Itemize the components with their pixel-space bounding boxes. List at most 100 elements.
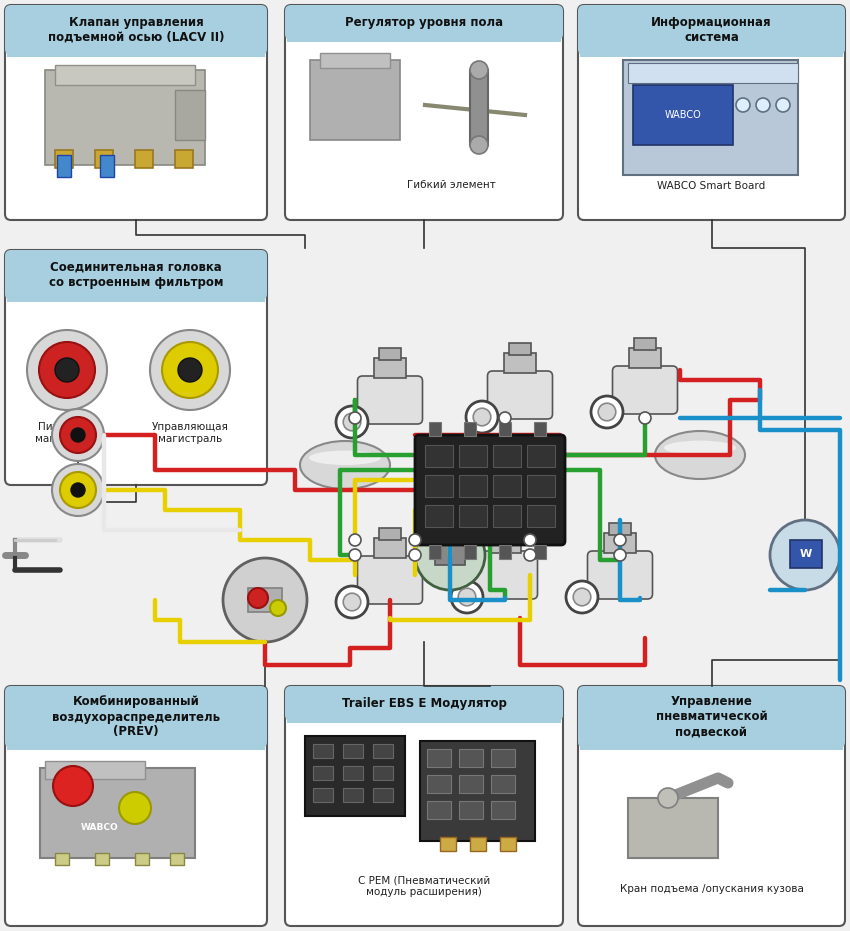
FancyBboxPatch shape bbox=[613, 366, 677, 414]
Bar bbox=[320, 53, 390, 68]
Circle shape bbox=[658, 788, 678, 808]
Bar bbox=[420, 741, 535, 841]
Bar bbox=[427, 801, 451, 819]
Bar bbox=[493, 445, 521, 467]
Bar bbox=[435, 545, 465, 565]
Circle shape bbox=[499, 412, 511, 424]
Circle shape bbox=[415, 520, 485, 590]
Bar bbox=[40, 768, 195, 858]
FancyBboxPatch shape bbox=[285, 686, 563, 926]
Ellipse shape bbox=[309, 451, 381, 465]
Bar bbox=[427, 749, 451, 767]
FancyBboxPatch shape bbox=[285, 5, 563, 40]
Bar bbox=[305, 736, 405, 816]
Bar bbox=[623, 60, 798, 175]
Bar bbox=[175, 150, 193, 168]
Circle shape bbox=[736, 98, 750, 112]
FancyBboxPatch shape bbox=[285, 686, 563, 721]
Bar bbox=[55, 853, 69, 865]
Bar bbox=[534, 545, 546, 559]
Text: Гибкий элемент: Гибкий элемент bbox=[407, 180, 496, 190]
Text: Управление
пневматической
подвеской: Управление пневматической подвеской bbox=[655, 695, 768, 738]
Bar bbox=[313, 766, 333, 780]
Bar bbox=[427, 775, 451, 793]
Bar bbox=[459, 749, 483, 767]
Bar bbox=[7, 292, 265, 302]
Bar bbox=[373, 788, 393, 802]
Circle shape bbox=[466, 401, 498, 433]
Text: Питающая
магистраль: Питающая магистраль bbox=[35, 422, 99, 443]
Bar bbox=[379, 528, 401, 540]
FancyBboxPatch shape bbox=[5, 250, 267, 485]
FancyBboxPatch shape bbox=[578, 5, 845, 220]
Bar bbox=[310, 60, 400, 140]
Bar bbox=[287, 32, 561, 42]
Bar bbox=[459, 505, 487, 527]
Text: Trailer EBS E Модулятор: Trailer EBS E Модулятор bbox=[342, 697, 507, 710]
Circle shape bbox=[776, 98, 790, 112]
Circle shape bbox=[336, 586, 368, 618]
Circle shape bbox=[409, 549, 421, 561]
Circle shape bbox=[566, 581, 598, 613]
Circle shape bbox=[343, 413, 360, 431]
Circle shape bbox=[756, 98, 770, 112]
Bar bbox=[175, 90, 205, 140]
Circle shape bbox=[451, 581, 483, 613]
FancyBboxPatch shape bbox=[578, 686, 845, 748]
Bar bbox=[459, 475, 487, 497]
Text: WABCO: WABCO bbox=[81, 824, 119, 832]
Circle shape bbox=[349, 549, 361, 561]
Bar bbox=[604, 533, 637, 553]
Bar bbox=[45, 761, 145, 779]
Bar bbox=[7, 47, 265, 57]
Bar bbox=[373, 766, 393, 780]
Bar bbox=[491, 775, 515, 793]
Bar bbox=[313, 788, 333, 802]
Text: Информационная
система: Информационная система bbox=[651, 16, 772, 44]
Circle shape bbox=[598, 403, 615, 421]
Circle shape bbox=[349, 534, 361, 546]
Bar bbox=[499, 545, 511, 559]
FancyBboxPatch shape bbox=[358, 556, 422, 604]
Bar bbox=[425, 505, 453, 527]
Bar bbox=[494, 523, 516, 535]
FancyBboxPatch shape bbox=[578, 686, 845, 926]
Circle shape bbox=[614, 549, 626, 561]
FancyBboxPatch shape bbox=[5, 686, 267, 748]
Text: Комбинированный
воздухораспределитель
(PREV): Комбинированный воздухораспределитель (P… bbox=[52, 695, 220, 738]
Bar bbox=[491, 749, 515, 767]
Text: Управляющая
магистраль: Управляющая магистраль bbox=[151, 422, 229, 443]
Circle shape bbox=[614, 534, 626, 546]
Bar bbox=[527, 505, 555, 527]
Bar bbox=[57, 155, 71, 177]
Ellipse shape bbox=[655, 431, 745, 479]
Text: Соединительная головка
со встроенным фильтром: Соединительная головка со встроенным фил… bbox=[48, 261, 224, 289]
Ellipse shape bbox=[664, 440, 736, 455]
Bar bbox=[343, 744, 363, 758]
Bar bbox=[429, 545, 441, 559]
Bar bbox=[425, 475, 453, 497]
Text: Кран подъема /опускания кузова: Кран подъема /опускания кузова bbox=[620, 884, 803, 894]
Bar bbox=[55, 150, 73, 168]
Bar bbox=[374, 358, 406, 378]
Bar bbox=[55, 65, 195, 85]
FancyBboxPatch shape bbox=[5, 5, 267, 55]
Bar bbox=[343, 788, 363, 802]
Circle shape bbox=[336, 406, 368, 438]
Bar bbox=[287, 713, 561, 723]
Bar bbox=[504, 353, 536, 373]
Text: С РЕМ (Пневматический
модуль расширения): С РЕМ (Пневматический модуль расширения) bbox=[358, 875, 490, 897]
Circle shape bbox=[162, 342, 218, 398]
Circle shape bbox=[770, 520, 840, 590]
Bar bbox=[248, 588, 282, 612]
Circle shape bbox=[39, 342, 95, 398]
Bar bbox=[379, 348, 401, 360]
Ellipse shape bbox=[300, 441, 390, 489]
Circle shape bbox=[71, 483, 85, 497]
Bar bbox=[135, 853, 149, 865]
Circle shape bbox=[524, 534, 536, 546]
Bar bbox=[634, 338, 656, 350]
Bar bbox=[343, 766, 363, 780]
Circle shape bbox=[60, 472, 96, 508]
Circle shape bbox=[248, 588, 268, 608]
